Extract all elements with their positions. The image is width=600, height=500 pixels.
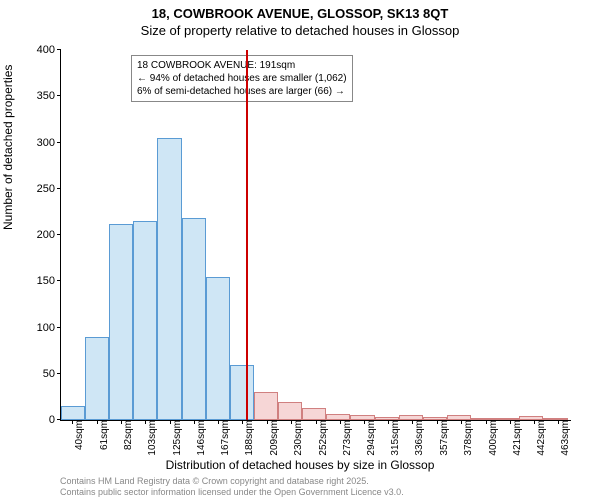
histogram-bar <box>109 224 133 420</box>
x-tick-label: 442sqm <box>534 420 547 456</box>
histogram-bar <box>85 337 109 420</box>
y-tick-mark <box>57 234 61 235</box>
title-line1: 18, COWBROOK AVENUE, GLOSSOP, SK13 8QT <box>0 6 600 21</box>
y-tick-label: 400 <box>37 44 61 56</box>
x-tick-label: 82sqm <box>121 420 134 450</box>
x-tick-label: 294sqm <box>364 420 377 456</box>
y-tick-label: 300 <box>37 137 61 149</box>
x-tick-label: 146sqm <box>194 420 207 456</box>
histogram-bar <box>182 218 206 420</box>
annotation-line2: ← 94% of detached houses are smaller (1,… <box>137 72 347 85</box>
x-tick-label: 252sqm <box>316 420 329 456</box>
histogram-bar <box>278 402 302 421</box>
x-tick-label: 61sqm <box>97 420 110 450</box>
y-tick-mark <box>57 327 61 328</box>
histogram-bar <box>230 365 254 421</box>
histogram-bar <box>157 138 181 420</box>
y-tick-mark <box>57 373 61 374</box>
y-axis-label: Number of detached properties <box>1 65 15 230</box>
histogram-bar <box>350 415 374 420</box>
histogram-bar <box>519 416 543 420</box>
y-tick-label: 150 <box>37 275 61 287</box>
annotation-line3: 6% of semi-detached houses are larger (6… <box>137 85 347 98</box>
y-tick-mark <box>57 280 61 281</box>
x-tick-label: 463sqm <box>558 420 571 456</box>
y-tick-label: 50 <box>43 368 61 380</box>
x-tick-label: 421sqm <box>510 420 523 456</box>
histogram-bar <box>495 418 519 420</box>
x-tick-label: 40sqm <box>72 420 85 450</box>
histogram-bar <box>423 417 447 420</box>
y-tick-label: 350 <box>37 90 61 102</box>
annotation-line1: 18 COWBROOK AVENUE: 191sqm <box>137 59 347 72</box>
y-tick-label: 200 <box>37 229 61 241</box>
y-tick-mark <box>57 188 61 189</box>
x-tick-label: 378sqm <box>461 420 474 456</box>
x-tick-label: 273sqm <box>340 420 353 456</box>
y-tick-label: 250 <box>37 183 61 195</box>
x-tick-label: 167sqm <box>218 420 231 456</box>
annotation-box: 18 COWBROOK AVENUE: 191sqm ← 94% of deta… <box>131 55 353 102</box>
x-tick-label: 230sqm <box>291 420 304 456</box>
x-tick-label: 315sqm <box>388 420 401 456</box>
y-tick-mark <box>57 142 61 143</box>
y-tick-label: 0 <box>49 414 61 426</box>
x-tick-label: 188sqm <box>242 420 255 456</box>
x-tick-label: 209sqm <box>267 420 280 456</box>
x-tick-label: 400sqm <box>486 420 499 456</box>
histogram-bar <box>375 417 399 420</box>
title-line2: Size of property relative to detached ho… <box>0 23 600 38</box>
histogram-bar <box>471 418 495 420</box>
footer-line2: Contains public sector information licen… <box>60 487 404 498</box>
y-tick-mark <box>57 95 61 96</box>
histogram-bar <box>399 415 423 420</box>
y-tick-mark <box>57 49 61 50</box>
histogram-bar <box>326 414 350 420</box>
footer: Contains HM Land Registry data © Crown c… <box>60 476 404 498</box>
histogram-bar <box>133 221 157 420</box>
y-tick-label: 100 <box>37 322 61 334</box>
x-tick-label: 336sqm <box>412 420 425 456</box>
histogram-bar <box>302 408 326 420</box>
footer-line1: Contains HM Land Registry data © Crown c… <box>60 476 404 487</box>
title-block: 18, COWBROOK AVENUE, GLOSSOP, SK13 8QT S… <box>0 6 600 38</box>
plot-area: 18 COWBROOK AVENUE: 191sqm ← 94% of deta… <box>60 50 571 421</box>
histogram-bar <box>447 415 471 420</box>
x-tick-label: 125sqm <box>170 420 183 456</box>
reference-line <box>246 50 248 420</box>
histogram-bar <box>543 418 567 420</box>
histogram-bar <box>254 392 278 420</box>
histogram-bar <box>61 406 85 420</box>
chart-container: 18, COWBROOK AVENUE, GLOSSOP, SK13 8QT S… <box>0 0 600 500</box>
x-tick-label: 103sqm <box>145 420 158 456</box>
histogram-bar <box>206 277 230 420</box>
x-tick-label: 357sqm <box>437 420 450 456</box>
x-axis-label: Distribution of detached houses by size … <box>0 458 600 472</box>
